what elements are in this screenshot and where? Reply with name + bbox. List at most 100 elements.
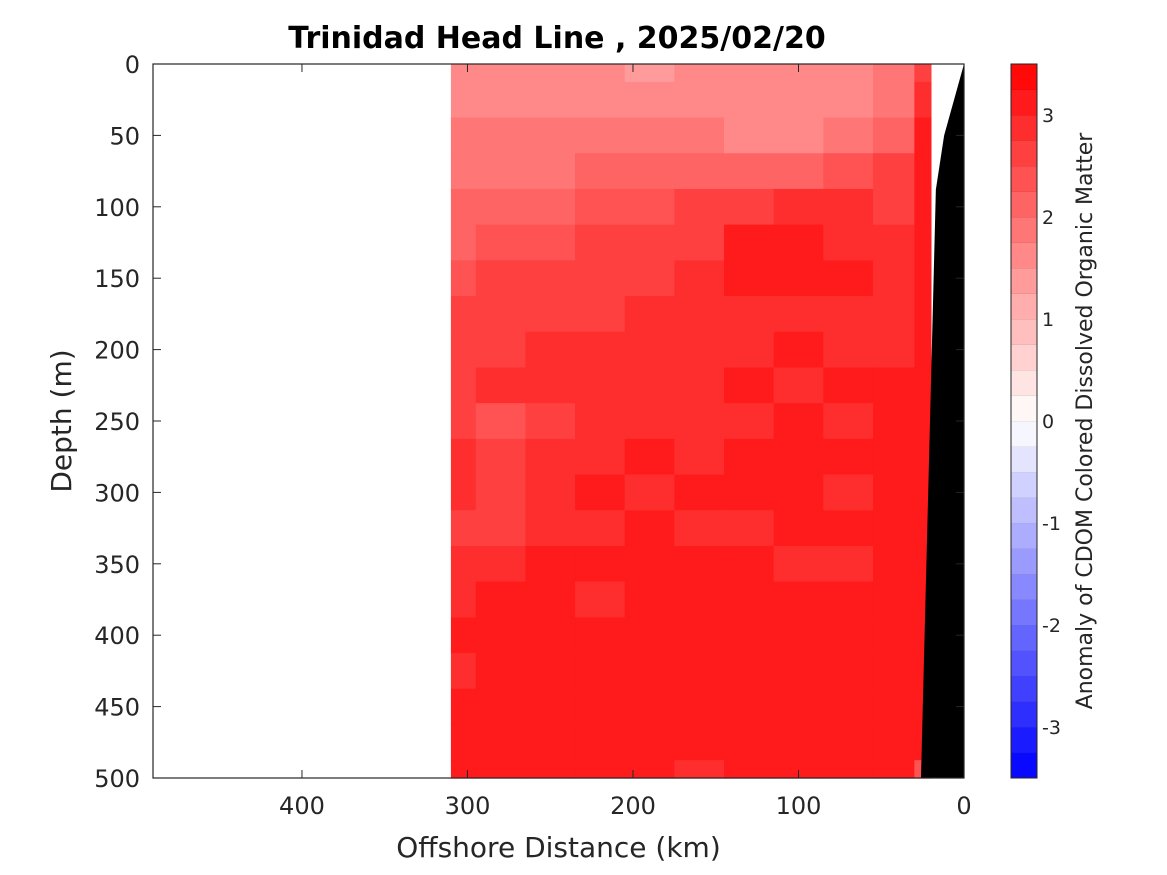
heatmap-cell — [450, 188, 477, 226]
colorbar-tick-label: 0 — [1042, 411, 1054, 433]
heatmap-cell — [823, 653, 874, 690]
seafloor-shape — [920, 64, 964, 778]
colorbar-segment — [1011, 370, 1037, 396]
heatmap-cell — [525, 617, 576, 654]
heatmap-cell — [773, 510, 824, 547]
heatmap-cell — [450, 724, 477, 761]
colorbar-segment — [1011, 701, 1037, 728]
heatmap-cell — [575, 296, 626, 333]
heatmap-cell — [475, 64, 526, 83]
heatmap-cell — [724, 367, 775, 404]
heatmap-cell — [475, 545, 526, 583]
heatmap-cell — [724, 760, 775, 779]
heatmap-cell — [575, 367, 626, 404]
heatmap-cell — [823, 224, 874, 261]
heatmap-cell — [475, 260, 526, 297]
heatmap-cell — [674, 81, 725, 119]
heatmap-cell — [872, 474, 915, 511]
heatmap-cell — [624, 617, 675, 654]
heatmap-cell — [674, 260, 725, 297]
heatmap-cell — [773, 188, 824, 226]
heatmap-cell — [724, 188, 775, 226]
colorbar-segment — [1011, 574, 1037, 600]
heatmap-cell — [525, 760, 576, 779]
heatmap-cell — [475, 81, 526, 119]
heatmap-cell — [525, 653, 576, 690]
heatmap-cell — [575, 438, 626, 476]
heatmap-cell — [525, 64, 576, 83]
colorbar-title: Anomaly of CDOM Colored Dissolved Organi… — [1073, 132, 1098, 710]
y-tick-label: 350 — [94, 551, 140, 579]
colorbar-tick-label: -3 — [1042, 717, 1061, 739]
heatmap-cell — [525, 403, 576, 440]
heatmap-cell — [773, 760, 824, 779]
heatmap-cell — [823, 545, 874, 583]
heatmap-cell — [724, 331, 775, 369]
heatmap-cell — [914, 81, 932, 119]
heatmap-cell — [475, 224, 526, 261]
heatmap-cell — [575, 224, 626, 261]
colorbar-segment — [1011, 344, 1037, 371]
heatmap-cell — [525, 581, 576, 618]
heatmap-cell — [624, 438, 675, 476]
heatmap-cell — [872, 64, 915, 83]
heatmap-cell — [475, 367, 526, 404]
heatmap-cell — [914, 260, 932, 297]
heatmap-cell — [475, 438, 526, 476]
heatmap-cell — [724, 81, 775, 119]
heatmap-cell — [475, 296, 526, 333]
y-tick-label: 0 — [125, 51, 140, 79]
heatmap-cell — [624, 64, 675, 83]
heatmap-cell — [624, 688, 675, 726]
heatmap-cell — [450, 64, 477, 83]
heatmap-cell — [914, 64, 932, 83]
colorbar-segment — [1011, 727, 1037, 753]
heatmap-cell — [525, 438, 576, 476]
bathymetry-layer — [920, 64, 964, 778]
heatmap-cell — [475, 153, 526, 190]
y-tick-label: 250 — [94, 408, 140, 436]
colorbar-tick-label: 1 — [1042, 309, 1054, 331]
heatmap-cell — [872, 724, 915, 761]
heatmap-cell — [475, 188, 526, 226]
heatmap-cell — [872, 153, 915, 190]
heatmap-cell — [674, 64, 725, 83]
heatmap-cell — [823, 438, 874, 476]
heatmap-cell — [724, 653, 775, 690]
heatmap-layer — [450, 64, 932, 779]
colorbar-tick-label: 3 — [1042, 105, 1054, 127]
colorbar-segment — [1011, 650, 1037, 677]
heatmap-cell — [674, 331, 725, 369]
heatmap-cell — [450, 510, 477, 547]
x-axis-title: Offshore Distance (km) — [396, 831, 721, 864]
heatmap-cell — [773, 688, 824, 726]
heatmap-cell — [475, 724, 526, 761]
heatmap-cell — [674, 760, 725, 779]
heatmap-cell — [674, 545, 725, 583]
heatmap-cell — [914, 403, 932, 440]
colorbar-segment — [1011, 191, 1037, 218]
heatmap-cell — [773, 653, 824, 690]
heatmap-cell — [823, 617, 874, 654]
heatmap-cell — [674, 581, 725, 618]
heatmap-cell — [823, 81, 874, 119]
heatmap-cell — [450, 403, 477, 440]
heatmap-cell — [674, 474, 725, 511]
heatmap-cell — [773, 153, 824, 190]
heatmap-cell — [525, 296, 576, 333]
heatmap-cell — [823, 260, 874, 297]
heatmap-cell — [624, 581, 675, 618]
colorbar-segment — [1011, 89, 1037, 116]
heatmap-cell — [773, 617, 824, 654]
heatmap-cell — [872, 688, 915, 726]
heatmap-cell — [525, 474, 576, 511]
colorbar-segment — [1011, 64, 1037, 90]
heatmap-cell — [914, 331, 932, 369]
heatmap-cell — [724, 474, 775, 511]
heatmap-cell — [823, 403, 874, 440]
heatmap-cell — [575, 117, 626, 154]
heatmap-cell — [575, 260, 626, 297]
heatmap-cell — [724, 260, 775, 297]
colorbar-segment — [1011, 421, 1037, 447]
heatmap-cell — [872, 224, 915, 261]
